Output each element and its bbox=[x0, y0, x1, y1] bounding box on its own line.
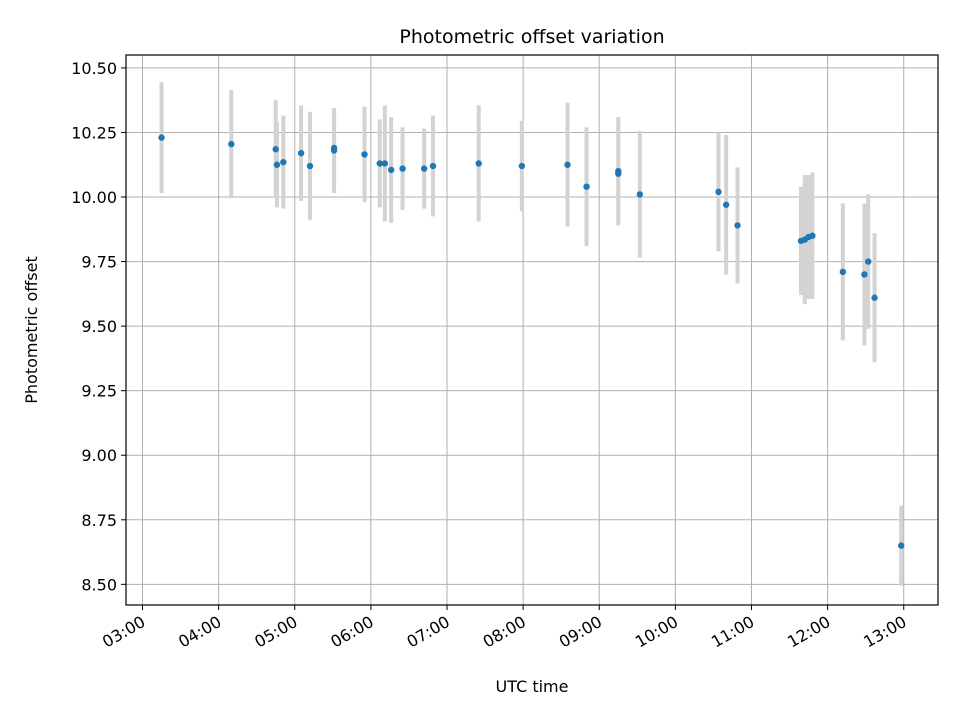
data-point bbox=[273, 161, 281, 168]
data-point bbox=[518, 162, 526, 170]
data-point bbox=[272, 146, 279, 153]
data-point bbox=[330, 144, 338, 152]
x-tick-label: 11:00 bbox=[708, 612, 757, 652]
x-tick-label: 13:00 bbox=[860, 612, 909, 652]
data-point bbox=[839, 268, 847, 276]
y-axis-label: Photometric offset bbox=[22, 256, 41, 404]
x-tick-label: 04:00 bbox=[175, 612, 224, 652]
data-point bbox=[615, 170, 622, 177]
data-point bbox=[636, 191, 644, 198]
x-axis-label: UTC time bbox=[496, 677, 569, 696]
y-tick-label: 9.75 bbox=[81, 253, 117, 272]
y-tick-label: 8.75 bbox=[81, 511, 117, 530]
data-point bbox=[361, 151, 368, 158]
data-point bbox=[228, 140, 235, 148]
data-point bbox=[280, 158, 287, 166]
data-point bbox=[381, 160, 389, 167]
x-tick-label: 09:00 bbox=[556, 612, 605, 652]
data-point bbox=[399, 165, 406, 172]
x-axis-ticks: 03:00 04:00 05:00 06:00 07:00 08:00 09:00 10:00… bbox=[99, 605, 910, 652]
y-tick-label: 10.00 bbox=[71, 188, 117, 207]
y-tick-label: 9.50 bbox=[81, 317, 117, 336]
data-point bbox=[898, 542, 905, 549]
chart-title: Photometric offset variation bbox=[399, 26, 664, 48]
data-point bbox=[420, 165, 428, 172]
data-point bbox=[306, 162, 314, 170]
data-points bbox=[158, 134, 905, 549]
data-point bbox=[564, 161, 571, 168]
x-tick-label: 12:00 bbox=[784, 612, 833, 652]
y-tick-label: 9.25 bbox=[81, 382, 117, 401]
data-point bbox=[297, 149, 305, 157]
data-point bbox=[722, 201, 730, 208]
y-tick-label: 10.50 bbox=[71, 59, 117, 78]
data-point bbox=[158, 134, 165, 141]
grid bbox=[126, 55, 938, 605]
x-tick-label: 10:00 bbox=[632, 612, 681, 652]
x-tick-label: 05:00 bbox=[251, 612, 300, 652]
data-point bbox=[429, 162, 437, 170]
y-tick-label: 10.25 bbox=[71, 123, 117, 142]
x-tick-label: 03:00 bbox=[99, 612, 148, 652]
data-point bbox=[809, 232, 816, 239]
x-tick-label: 08:00 bbox=[480, 612, 529, 652]
y-tick-label: 9.00 bbox=[81, 446, 117, 465]
x-tick-label: 06:00 bbox=[327, 612, 376, 652]
data-point bbox=[583, 183, 590, 190]
data-point bbox=[387, 166, 395, 174]
data-point bbox=[715, 188, 722, 196]
plot-frame bbox=[125, 54, 939, 606]
error-bars bbox=[159, 82, 904, 586]
data-point bbox=[734, 222, 741, 229]
data-point bbox=[871, 294, 878, 301]
y-axis-ticks: 8.50 8.75 9.00 9.25 9.50 9.75 10.00 10.25 10.50 bbox=[71, 59, 126, 594]
data-point bbox=[475, 160, 482, 167]
y-tick-label: 8.50 bbox=[81, 575, 117, 594]
x-tick-label: 07:00 bbox=[404, 612, 453, 652]
data-point bbox=[376, 160, 383, 167]
data-point bbox=[861, 271, 868, 278]
data-point bbox=[865, 258, 872, 265]
